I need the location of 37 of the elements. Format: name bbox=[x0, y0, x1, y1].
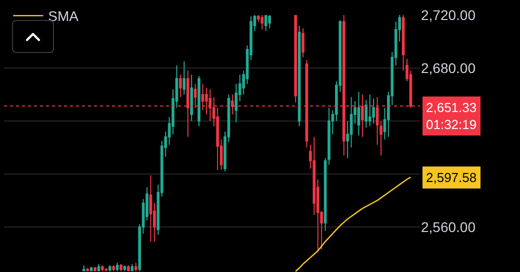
candlestick bbox=[94, 266, 96, 272]
candlestick bbox=[116, 262, 119, 272]
candlestick bbox=[372, 98, 375, 124]
candlestick bbox=[198, 75, 200, 127]
candlestick bbox=[149, 174, 152, 242]
candlestick bbox=[101, 264, 104, 272]
text: 01:32:19 bbox=[426, 116, 477, 132]
y-tick-label: 2,680.00 bbox=[421, 60, 476, 76]
y-tick-label: 2,560.00 bbox=[421, 218, 476, 235]
line-series bbox=[294, 176, 412, 272]
candlestick bbox=[112, 264, 115, 272]
candlestick bbox=[302, 28, 304, 58]
candlestick bbox=[268, 15, 271, 29]
candlestick bbox=[97, 264, 100, 272]
candlestick bbox=[368, 94, 372, 127]
y-tick-label: 2,720.00 bbox=[421, 6, 476, 23]
candlestick bbox=[90, 266, 93, 272]
candlestick bbox=[134, 262, 138, 272]
candlestick bbox=[130, 264, 134, 272]
candlestick bbox=[298, 25, 301, 127]
candlestick bbox=[294, 15, 297, 103]
candlestick bbox=[123, 264, 126, 272]
candlestick bbox=[104, 268, 108, 272]
candlestick bbox=[82, 264, 86, 272]
candlestick bbox=[179, 74, 182, 98]
candlestick bbox=[120, 264, 122, 272]
candlestick bbox=[264, 15, 268, 32]
candlestick bbox=[127, 264, 130, 272]
candlestick bbox=[108, 264, 112, 272]
candlestick bbox=[260, 15, 264, 30]
ref-line-label: 2,651.33 bbox=[426, 100, 477, 115]
candlestick bbox=[86, 268, 89, 272]
candlestick bbox=[357, 91, 360, 136]
candlestick bbox=[182, 60, 186, 95]
legend-label: SMA bbox=[48, 8, 80, 24]
data-label: 2,597.58 bbox=[426, 170, 477, 185]
candlestick bbox=[190, 74, 193, 122]
